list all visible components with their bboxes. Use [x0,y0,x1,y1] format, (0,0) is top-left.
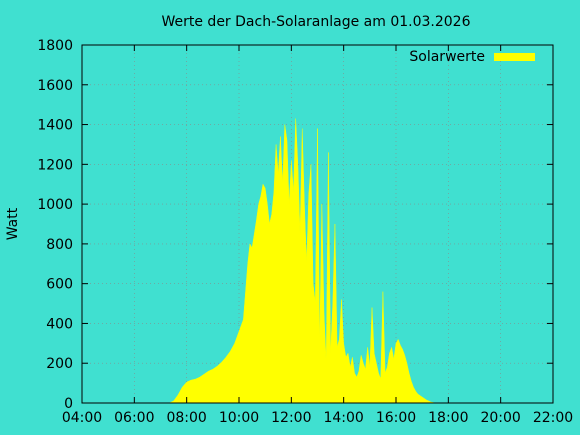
x-tick-label: 04:00 [62,410,102,426]
x-tick-label: 08:00 [166,410,206,426]
x-tick-label: 22:00 [533,410,573,426]
x-tick-label: 06:00 [114,410,154,426]
plot-area [169,118,436,404]
y-tick-label: 1200 [37,157,73,173]
chart-title: Werte der Dach-Solaranlage am 01.03.2026 [161,14,470,30]
axes: 04:00 06:00 08:00 10:00 12:00 14:00 16:00 18:00… [37,38,573,426]
y-tick-label: 1600 [37,78,73,94]
y-tick-label: 1000 [37,197,73,213]
x-tick-label: 10:00 [219,410,259,426]
x-tick-label: 20:00 [480,410,520,426]
y-tick-label: 1400 [37,118,73,134]
y-tick-label: 1800 [37,38,73,54]
legend-swatch [494,53,535,61]
x-tick-label: 16:00 [376,410,416,426]
x-tick-label: 12:00 [271,410,311,426]
x-tick-label: 18:00 [428,410,468,426]
plot-border [81,44,554,404]
y-tick-label: 0 [64,396,73,412]
y-tick-label: 400 [46,316,73,332]
grid [82,45,553,403]
x-tick-label: 14:00 [323,410,363,426]
legend: Solarwerte [409,49,535,65]
legend-label: Solarwerte [409,49,485,65]
y-axis-label: Watt [5,207,21,240]
series-area [169,118,436,404]
y-tick-label: 600 [46,277,73,293]
y-tick-label: 200 [46,356,73,372]
y-tick-label: 800 [46,237,73,253]
